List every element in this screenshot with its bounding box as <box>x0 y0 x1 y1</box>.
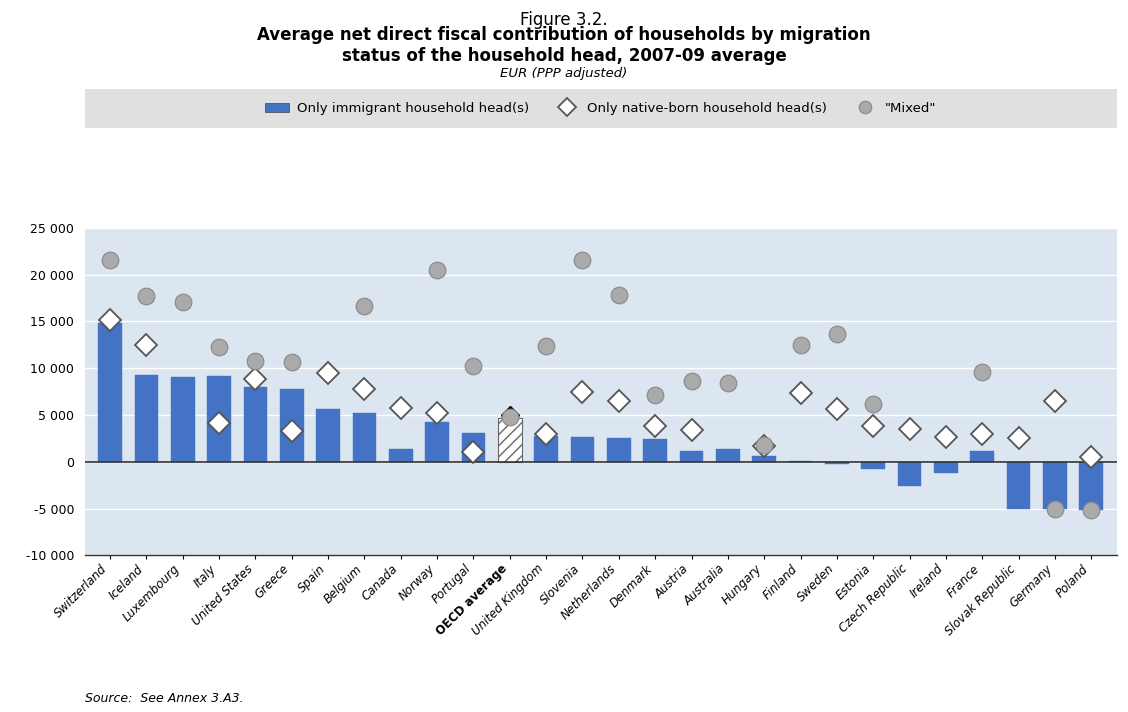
Bar <box>1079 462 1103 511</box>
Bar <box>607 439 631 462</box>
Bar <box>788 461 812 462</box>
Legend: Only immigrant household head(s), Only native-born household head(s), "Mixed": Only immigrant household head(s), Only n… <box>265 102 936 115</box>
Bar <box>970 451 994 462</box>
Bar <box>244 387 267 462</box>
Bar <box>98 323 122 462</box>
Bar <box>389 449 413 462</box>
Text: Average net direct fiscal contribution of households by migration
status of the : Average net direct fiscal contribution o… <box>257 26 871 65</box>
Bar <box>862 462 885 469</box>
Text: EUR (PPP adjusted): EUR (PPP adjusted) <box>501 67 627 80</box>
Bar <box>461 433 485 462</box>
Bar <box>497 418 521 462</box>
Bar <box>934 462 958 473</box>
Text: Figure 3.2.: Figure 3.2. <box>520 11 608 28</box>
Bar <box>316 409 340 462</box>
Bar <box>280 389 303 462</box>
Bar <box>680 451 704 462</box>
Bar <box>898 462 922 486</box>
Bar <box>353 413 377 462</box>
Text: Source:  See Annex 3.A3.: Source: See Annex 3.A3. <box>85 692 244 705</box>
Bar <box>752 456 776 462</box>
Bar <box>1043 462 1067 508</box>
Bar <box>171 377 194 462</box>
Bar <box>134 375 158 462</box>
Bar <box>825 462 848 464</box>
Bar <box>425 422 449 462</box>
Bar <box>1007 462 1030 508</box>
Bar <box>571 437 594 462</box>
Bar <box>535 436 558 462</box>
Bar <box>643 439 667 462</box>
Bar <box>208 376 231 462</box>
Bar <box>716 449 740 462</box>
